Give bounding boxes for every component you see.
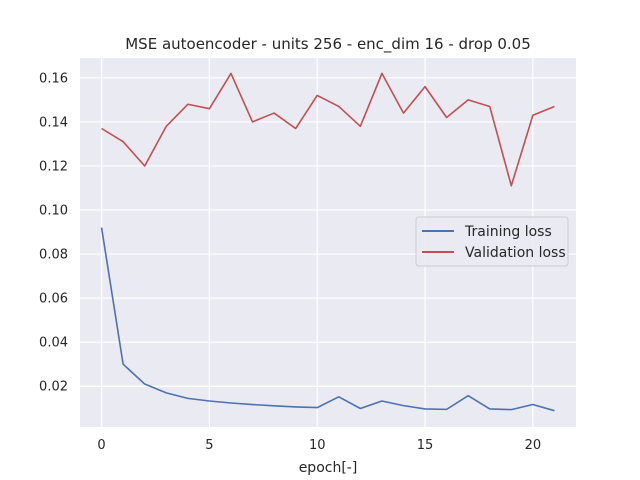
- x-tick-label: 10: [309, 438, 326, 453]
- y-tick-label: 0.08: [39, 248, 68, 263]
- x-tick-label: 15: [417, 438, 434, 453]
- legend-label-training-loss: Training loss: [464, 224, 552, 240]
- y-tick-label: 0.14: [39, 115, 68, 130]
- series-line-validation-loss: [101, 72, 555, 187]
- x-axis-label: epoch[-]: [299, 460, 358, 476]
- x-tick-label: 0: [97, 438, 105, 453]
- series-line-training-loss: [100, 227, 555, 412]
- legend-box: [415, 216, 569, 267]
- y-tick-label: 0.12: [39, 159, 68, 174]
- x-tick-labels: 0 5 10 15 20: [97, 438, 541, 453]
- y-tick-label: 0.16: [39, 71, 68, 86]
- chart-title: MSE autoencoder - units 256 - enc_dim 16…: [125, 35, 531, 54]
- x-tick-label: 20: [525, 438, 542, 453]
- legend-label-validation-loss: Validation loss: [465, 245, 566, 261]
- x-tick-label: 5: [205, 438, 213, 453]
- grid-lines: [80, 58, 576, 427]
- y-tick-label: 0.10: [39, 204, 68, 219]
- y-tick-label: 0.06: [39, 292, 68, 307]
- series-layer: [100, 72, 555, 412]
- y-tick-label: 0.02: [39, 380, 68, 395]
- y-tick-labels: 0.02 0.04 0.06 0.08 0.10 0.12 0.14 0.16: [39, 71, 68, 394]
- legend: Training loss Validation loss: [415, 216, 569, 267]
- y-tick-label: 0.04: [39, 336, 68, 351]
